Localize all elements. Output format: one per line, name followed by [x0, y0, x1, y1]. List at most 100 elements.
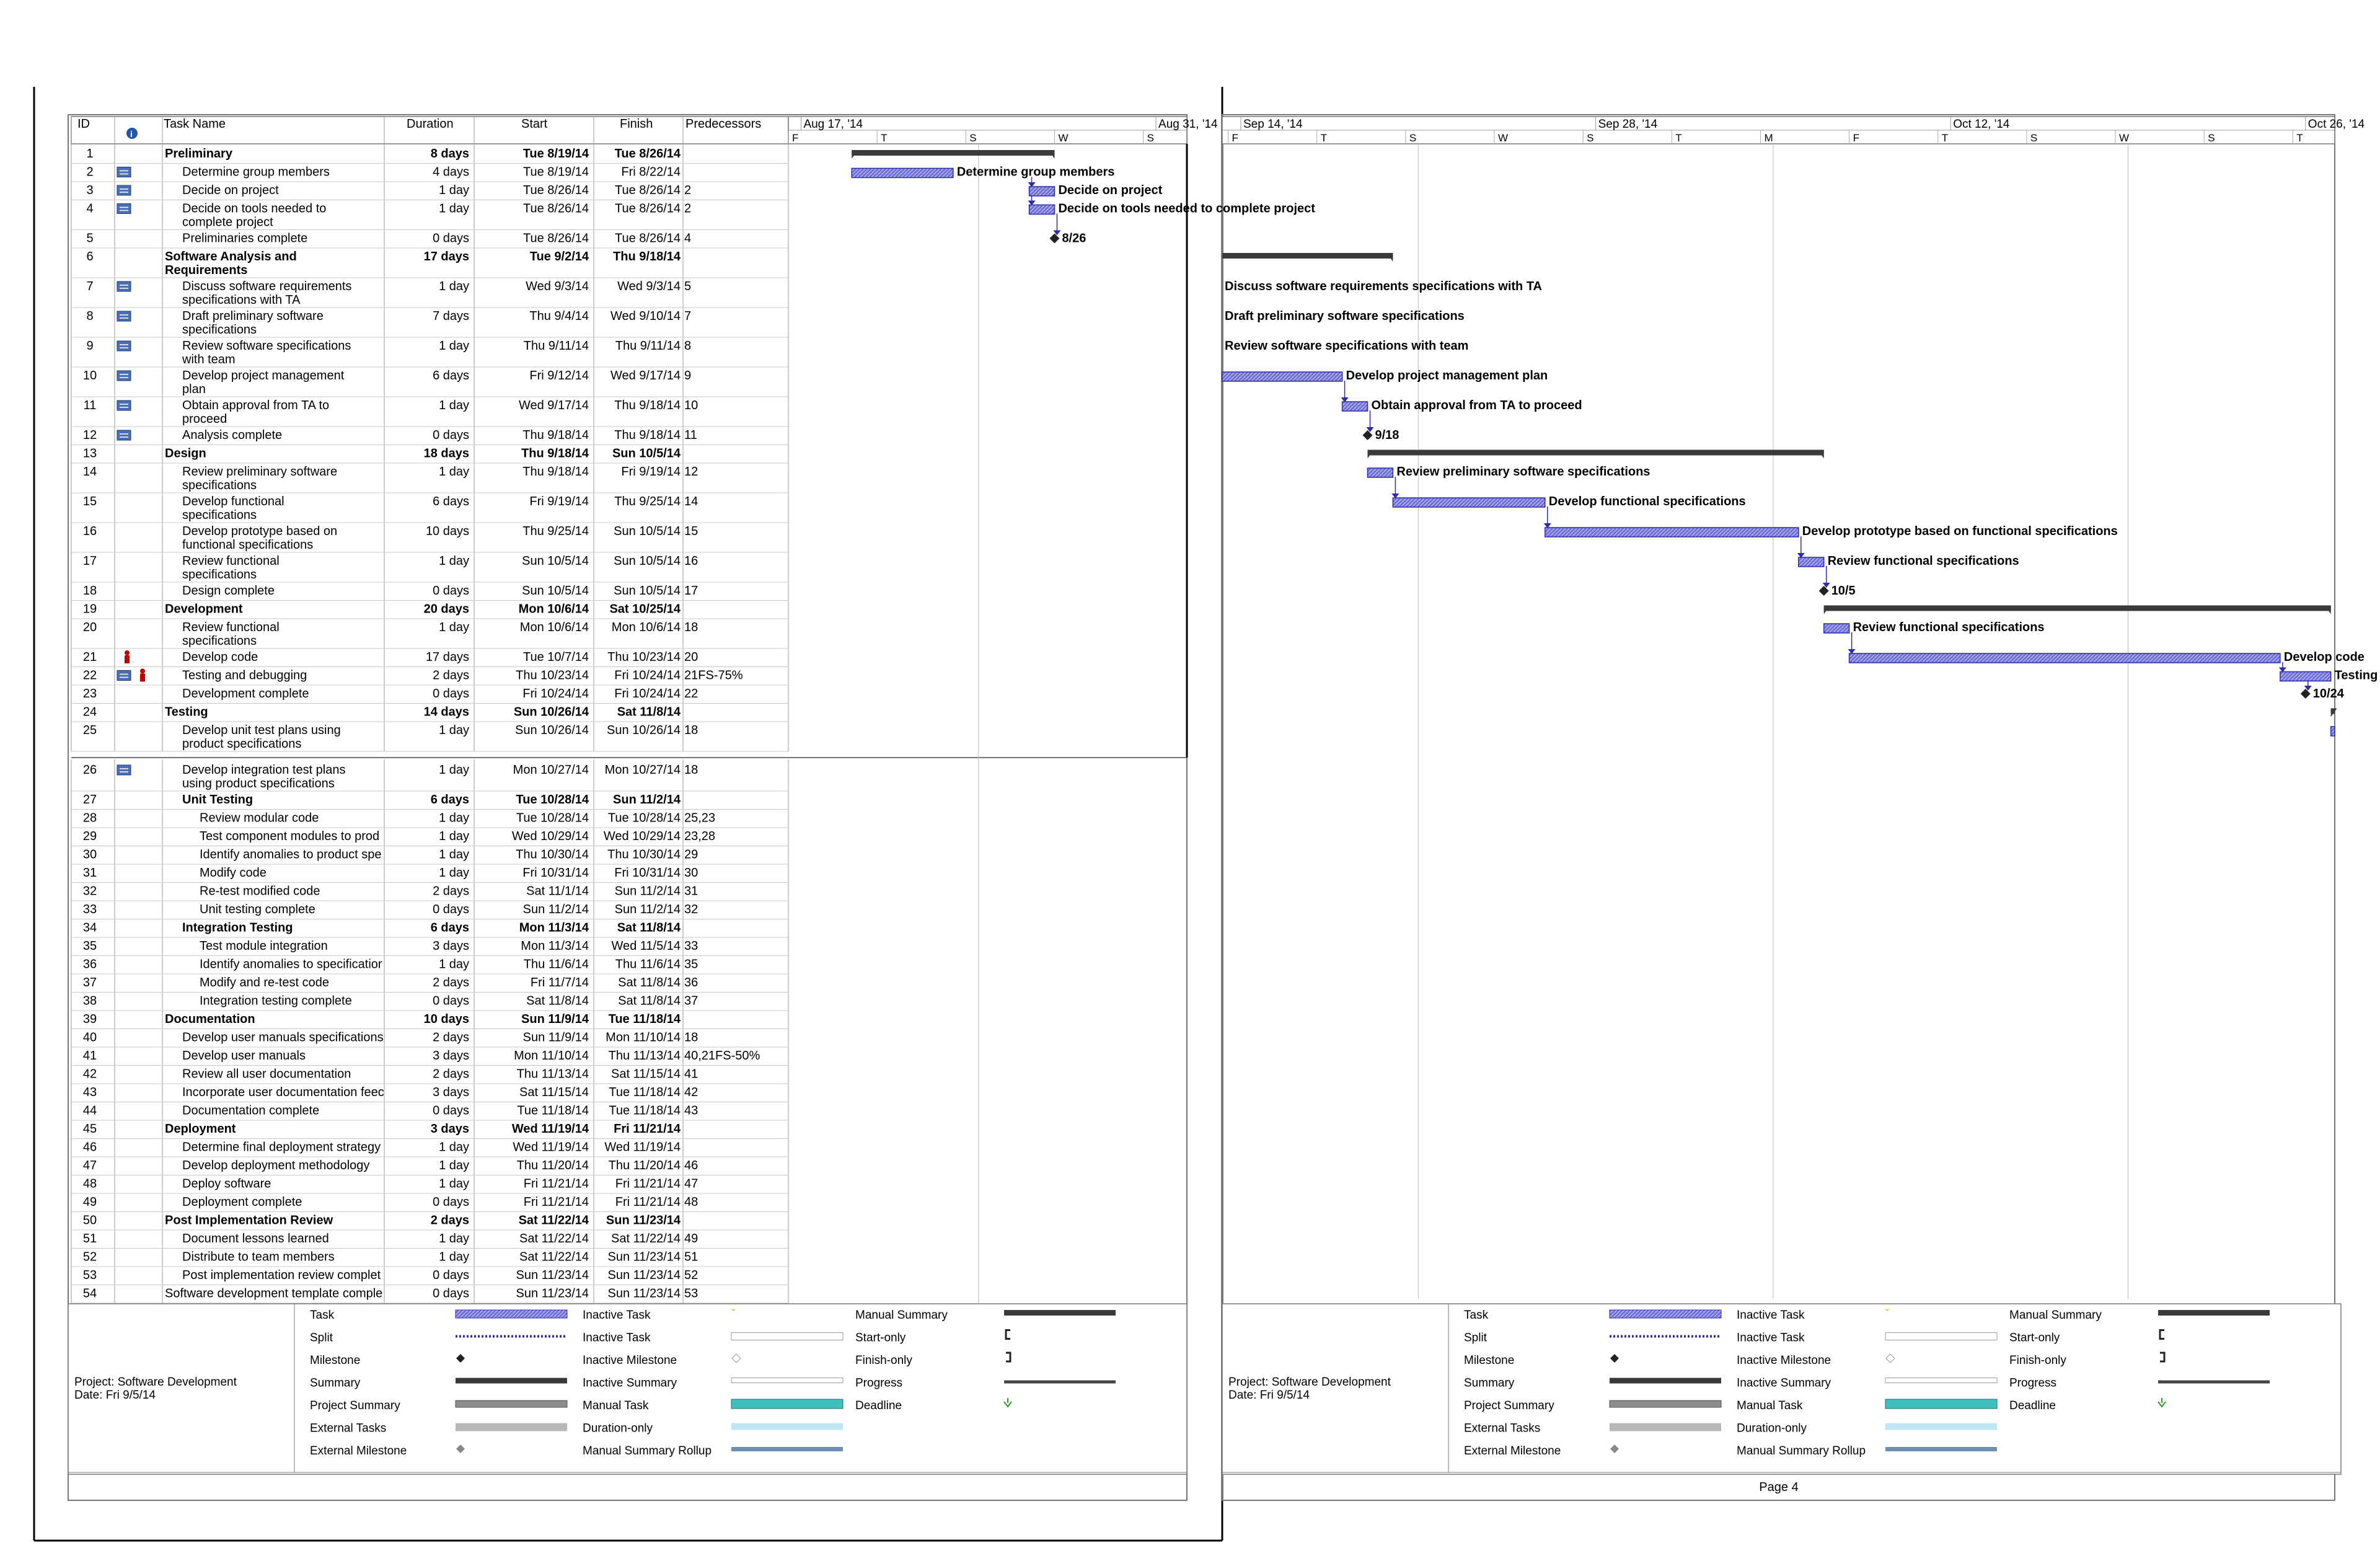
task-duration: 1 day: [439, 621, 469, 634]
task-duration: 1 day: [439, 1232, 469, 1245]
task-id: 24: [83, 706, 97, 719]
task-id: 20: [83, 621, 97, 634]
task-start: Wed 11/19/14: [512, 1122, 589, 1136]
task-id: 12: [83, 428, 97, 442]
task-finish: Sun 11/2/14: [615, 885, 681, 898]
table-row: 1 Preliminary 8 days Tue 8/19/14 Tue 8/26/14: [71, 147, 788, 164]
milestone-label: 10/5: [1831, 584, 1856, 598]
column-header-id: ID: [77, 117, 90, 131]
legend-swatch-summary: [456, 1378, 567, 1384]
task-predecessors: 32: [684, 903, 698, 916]
timescale-minor-label: W: [2119, 132, 2129, 144]
legend-label: Inactive Summary: [583, 1377, 677, 1390]
task-id: 34: [83, 921, 97, 935]
task-predecessors: 46: [684, 1159, 698, 1172]
legend-label: Manual Task: [1737, 1399, 1803, 1412]
task-bar: [1341, 401, 1368, 412]
task-predecessors: 18: [684, 763, 698, 777]
task-start: Thu 9/4/14: [529, 309, 589, 323]
legend-swatch-start-only: [1005, 1329, 1010, 1340]
table-row: 47 Develop deployment methodology 1 day Thu…: [71, 1159, 788, 1175]
svg-text:i: i: [130, 129, 133, 139]
task-finish: Tue 11/18/14: [609, 1104, 681, 1118]
table-row: 43 Incorporate user documentation feec 3 d…: [71, 1086, 788, 1102]
task-id: 11: [84, 399, 97, 412]
task-duration: 3 days: [433, 939, 469, 953]
task-start: Wed 11/19/14: [513, 1141, 589, 1154]
task-finish: Fri 9/19/14: [621, 465, 681, 479]
task-start: Tue 11/18/14: [517, 1104, 589, 1118]
task-start: Thu 9/18/14: [522, 465, 589, 479]
task-id: 3: [86, 184, 93, 197]
timescale-minor-label: T: [2296, 132, 2303, 144]
legend-swatch-finish-only: [1006, 1352, 1011, 1363]
task-finish: Thu 9/18/14: [614, 428, 681, 442]
legend-swatch-manual-summary-rollup: [731, 1447, 843, 1451]
legend-label: Task: [310, 1309, 335, 1322]
task-duration: 18 days: [424, 447, 469, 461]
task-name: Incorporate user documentation feec: [182, 1086, 384, 1099]
task-bar-label: Review functional specifications: [1828, 554, 2019, 568]
task-start: Wed 9/3/14: [526, 280, 589, 293]
timescale-major-label: Aug 31, '14: [1158, 118, 1218, 131]
task-finish: Sat 11/8/14: [617, 706, 681, 719]
task-name: Design: [165, 447, 206, 461]
table-row: 28 Review modular code 1 day Tue 10/28/14 Tu…: [71, 812, 788, 828]
summary-bar: [852, 150, 1055, 156]
task-finish: Fri 8/22/14: [621, 166, 681, 179]
table-row: 24 Testing 14 days Sun 10/26/14 Sat 11/8/14: [71, 706, 788, 722]
legend-label: Inactive Milestone: [583, 1354, 677, 1367]
task-finish: Sun 11/23/14: [607, 1268, 681, 1282]
legend-swatch-manual-summary: [2158, 1310, 2270, 1316]
table-row: 14 Review preliminary software specificati…: [71, 465, 788, 493]
legend-label: Summary: [1464, 1377, 1515, 1390]
task-id: 42: [83, 1068, 97, 1081]
legend-label: Manual Task: [583, 1399, 649, 1412]
task-id: 50: [83, 1214, 97, 1228]
task-predecessors: 40,21FS-50%: [684, 1049, 760, 1063]
task-predecessors: 29: [684, 848, 698, 862]
table-row: 31 Modify code 1 day Fri 10/31/14 Fri 10/31/…: [71, 866, 788, 883]
task-finish: Thu 11/6/14: [615, 958, 681, 971]
timescale-major-label: Oct 26, '14: [2308, 118, 2365, 131]
task-name: Identify anomalies to specificatior: [200, 958, 382, 971]
table-row: 46 Determine final deployment strategy 1 d…: [71, 1141, 788, 1157]
legend-project-name: Project: Software Development: [74, 1376, 237, 1389]
task-predecessors: 9: [684, 369, 691, 383]
gantt-task: Develop functional specifications: [1392, 495, 1746, 508]
note-icon: [117, 203, 131, 214]
task-bar: [1545, 527, 1799, 538]
legend-swatch-inactive-task-bar: [731, 1332, 844, 1340]
task-name: Test module integration: [200, 939, 328, 953]
task-id: 44: [83, 1104, 97, 1118]
task-name: Identify anomalies to product spe: [200, 848, 382, 862]
task-start: Fri 10/24/14: [522, 687, 589, 701]
task-name: Review functional specifications: [182, 554, 280, 582]
task-id: 37: [83, 976, 97, 989]
table-row: 45 Deployment 3 days Wed 11/19/14 Fri 11/21/…: [71, 1122, 788, 1139]
task-bar: [1392, 497, 1546, 508]
task-name: Document lessons learned: [182, 1232, 329, 1245]
timescale-major-label: Oct 12, '14: [1953, 118, 2010, 131]
task-finish: Wed 9/17/14: [610, 369, 681, 383]
task-bar: [1823, 623, 1850, 634]
legend-swatch-task: [455, 1309, 568, 1319]
task-duration: 2 days: [433, 1031, 469, 1045]
task-bar-label: Review preliminary software specificatio…: [1396, 465, 1650, 479]
legend-label: External Milestone: [1464, 1445, 1561, 1458]
task-finish: Tue 10/28/14: [608, 812, 681, 825]
milestone-label: 10/24: [2313, 687, 2345, 701]
gantt-milestone: 10/24: [2300, 687, 2345, 701]
task-duration: 6 days: [431, 793, 469, 807]
task-start: Sat 11/1/14: [526, 885, 589, 898]
task-start: Thu 11/20/14: [517, 1159, 589, 1172]
dependency-arrow: [2304, 686, 2312, 691]
gantt-summary: [2330, 708, 2337, 717]
task-id: 21: [83, 650, 97, 664]
table-row: 3 Decide on project 1 day Tue 8/26/14 Tue 8/…: [71, 184, 788, 200]
task-start: Tue 8/19/14: [523, 147, 589, 161]
task-name: Software Analysis and Requirements: [165, 250, 297, 277]
task-predecessors: 36: [684, 976, 698, 989]
task-table: ID Task Name Duration Start Finish Predecesso…: [71, 116, 1187, 1304]
